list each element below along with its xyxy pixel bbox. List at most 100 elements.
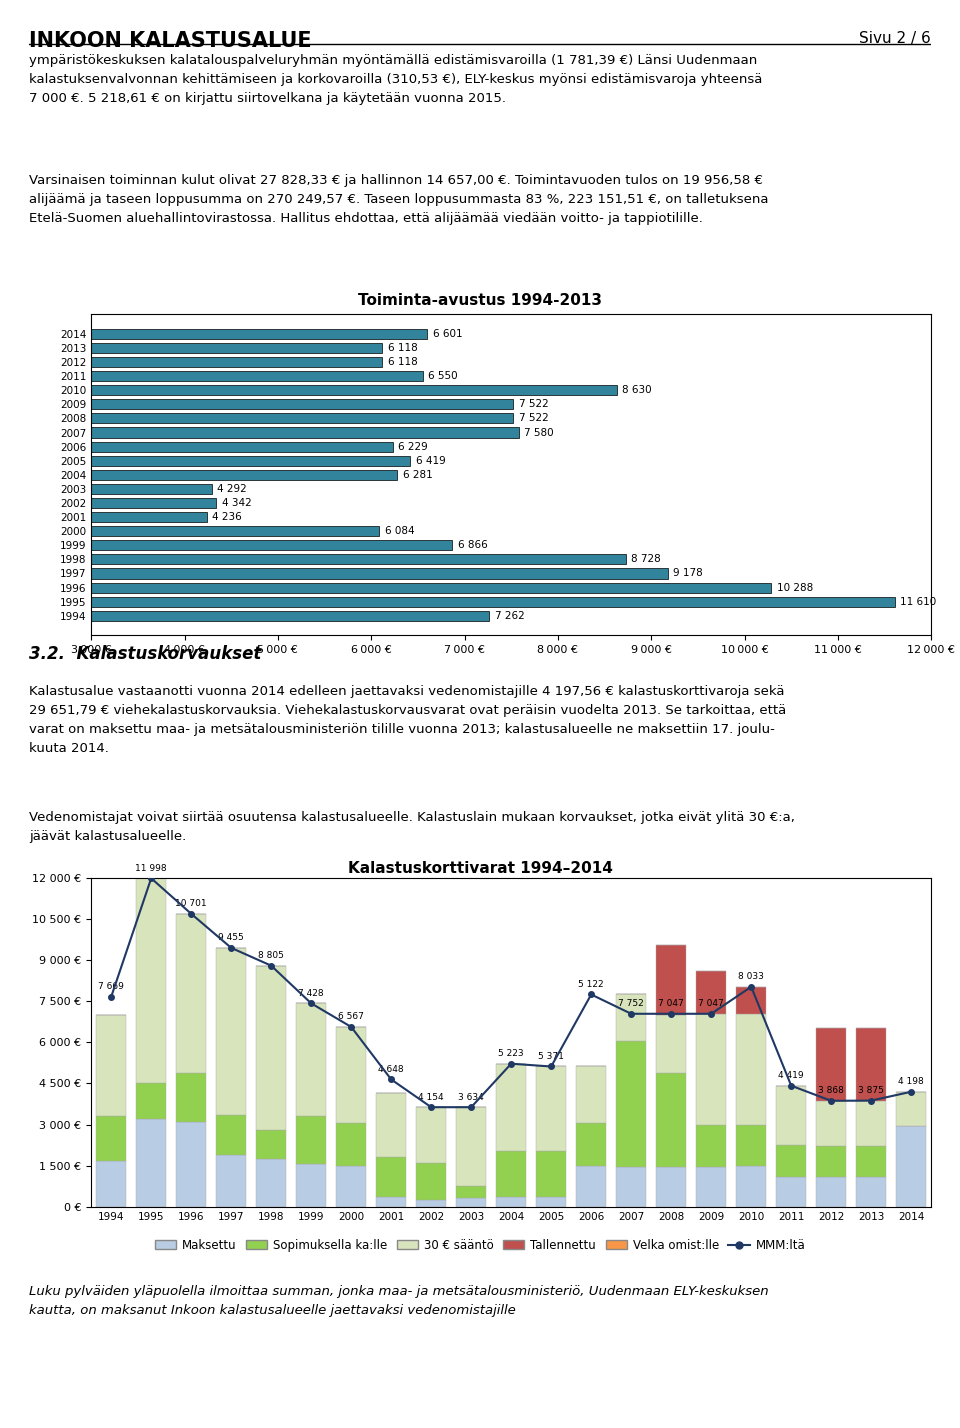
Bar [0, 441, 393, 451]
MMM:ltä [545, 1058, 557, 1075]
Bar [0, 611, 489, 621]
Bar [0, 498, 216, 508]
Bar [897, 1092, 926, 1125]
Text: 10 701: 10 701 [176, 900, 207, 908]
Bar [0, 583, 772, 593]
Bar [777, 1085, 806, 1145]
Text: Kalastusalue vastaanotti vuonna 2014 edelleen jaettavaksi vedenomistajille 4 197: Kalastusalue vastaanotti vuonna 2014 ede… [29, 685, 786, 755]
Text: 6 550: 6 550 [428, 371, 458, 381]
Bar [777, 1177, 806, 1207]
Text: Luku pylväiden yläpuolella ilmoittaa summan, jonka maa- ja metsätalousministeriö: Luku pylväiden yläpuolella ilmoittaa sum… [29, 1285, 768, 1317]
Bar [256, 965, 286, 1130]
MMM:ltä [665, 1005, 677, 1022]
Bar [496, 1151, 526, 1197]
Bar [0, 328, 427, 338]
Text: 4 198: 4 198 [899, 1077, 924, 1087]
Text: 10 288: 10 288 [777, 583, 813, 593]
Text: Toiminta-avustus 1994-2013: Toiminta-avustus 1994-2013 [358, 293, 602, 308]
Bar [417, 1162, 446, 1200]
Bar [417, 1200, 446, 1207]
MMM:ltä [586, 985, 597, 1002]
Text: 6 084: 6 084 [385, 526, 415, 536]
MMM:ltä [466, 1098, 477, 1115]
Text: 3 634: 3 634 [458, 1092, 484, 1102]
Bar [0, 427, 518, 437]
Text: 11 610: 11 610 [900, 597, 937, 607]
Bar [216, 1115, 246, 1155]
Bar [537, 1067, 566, 1151]
MMM:ltä [265, 957, 276, 974]
Text: 4 292: 4 292 [217, 484, 247, 494]
Bar [816, 1101, 846, 1147]
Bar [696, 1014, 726, 1125]
Bar [256, 1130, 286, 1158]
Bar [616, 994, 646, 1041]
Bar [736, 1014, 766, 1125]
Text: Kalastuskorttivarat 1994–2014: Kalastuskorttivarat 1994–2014 [348, 861, 612, 877]
Text: 6 601: 6 601 [433, 328, 463, 338]
MMM:ltä [346, 1018, 357, 1035]
Bar [297, 1004, 326, 1117]
Text: Sivu 2 / 6: Sivu 2 / 6 [859, 31, 931, 47]
MMM:ltä [865, 1092, 876, 1110]
Bar [376, 1157, 406, 1197]
Bar [297, 1164, 326, 1207]
Text: 3 875: 3 875 [858, 1087, 884, 1095]
Bar [336, 1027, 366, 1124]
Text: 7 752: 7 752 [618, 1000, 644, 1008]
MMM:ltä [305, 995, 317, 1012]
Bar [0, 456, 410, 466]
Bar [0, 400, 514, 410]
Text: 8 630: 8 630 [622, 386, 652, 396]
Text: Varsinaisen toiminnan kulut olivat 27 828,33 € ja hallinnon 14 657,00 €. Toimint: Varsinaisen toiminnan kulut olivat 27 82… [29, 174, 768, 226]
Bar [417, 1107, 446, 1162]
Bar [376, 1197, 406, 1207]
Bar [0, 597, 895, 607]
Text: 7 428: 7 428 [299, 988, 324, 998]
Bar [537, 1151, 566, 1197]
Bar [96, 1161, 126, 1207]
Bar [216, 1155, 246, 1207]
Bar [537, 1197, 566, 1207]
Bar [576, 1165, 606, 1207]
Bar [696, 1167, 726, 1207]
MMM:ltä [106, 988, 117, 1005]
Bar [856, 1028, 886, 1101]
Bar [897, 1125, 926, 1207]
MMM:ltä [785, 1077, 797, 1094]
MMM:ltä [505, 1055, 516, 1072]
Bar [456, 1107, 486, 1187]
MMM:ltä [226, 940, 237, 957]
MMM:ltä [826, 1092, 837, 1110]
Bar [696, 1125, 726, 1167]
Text: 5 223: 5 223 [498, 1050, 524, 1058]
Bar [856, 1147, 886, 1177]
Text: 6 567: 6 567 [338, 1012, 364, 1021]
MMM:ltä [185, 905, 197, 922]
Text: 5 371: 5 371 [539, 1052, 564, 1061]
Text: 8 805: 8 805 [258, 951, 284, 960]
Text: INKOON KALASTUSALUE: INKOON KALASTUSALUE [29, 31, 311, 51]
Bar [816, 1177, 846, 1207]
Bar [0, 357, 382, 367]
Bar [0, 554, 626, 564]
Bar [96, 1014, 126, 1117]
Bar [0, 484, 212, 494]
Bar [177, 1122, 206, 1207]
MMM:ltä [145, 870, 156, 887]
Bar [736, 1165, 766, 1207]
Bar [496, 1064, 526, 1151]
MMM:ltä [626, 1005, 637, 1022]
Bar [0, 568, 668, 578]
Text: 6 118: 6 118 [388, 357, 418, 367]
Bar [576, 1124, 606, 1165]
Bar [376, 1092, 406, 1157]
Text: 4 419: 4 419 [779, 1071, 804, 1080]
Bar [96, 1117, 126, 1161]
Bar [136, 878, 166, 1084]
Bar [136, 1120, 166, 1207]
Bar [736, 1125, 766, 1165]
Text: 11 998: 11 998 [135, 864, 167, 873]
Text: 4 236: 4 236 [212, 513, 242, 523]
Text: 7 522: 7 522 [518, 400, 548, 410]
